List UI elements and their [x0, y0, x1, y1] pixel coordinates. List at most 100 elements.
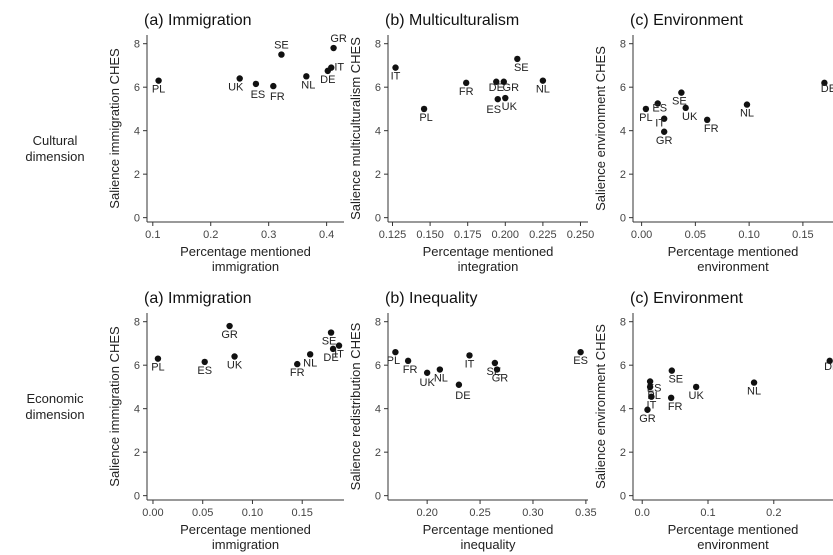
point-label: FR [668, 401, 683, 413]
y-tick-label: 2 [375, 169, 381, 181]
point-label: PL [152, 84, 165, 96]
data-point [642, 105, 650, 113]
point-label: IT [334, 62, 344, 74]
x-tick-label: 0.15 [292, 507, 313, 519]
y-tick-label: 0 [375, 213, 381, 225]
point-label: PL [151, 362, 164, 374]
x-tick-label: 0.00 [142, 507, 163, 519]
point-label: SE [322, 336, 337, 348]
data-point [154, 355, 162, 362]
point-label: DE [323, 352, 338, 364]
x-tick-label: 0.4 [319, 229, 334, 241]
data-point [327, 329, 335, 336]
row-label-economic: Economic dimension [5, 391, 105, 423]
data-point [392, 348, 399, 356]
data-point [692, 383, 700, 391]
data-point [324, 67, 331, 75]
point-label: FR [459, 86, 474, 98]
y-tick-label: 6 [620, 360, 626, 372]
x-tick-label: 0.35 [575, 507, 596, 519]
row-label-line: dimension [25, 407, 85, 422]
x-axis-label: Percentage mentioned [668, 522, 799, 537]
data-point [743, 101, 751, 108]
point-label: NL [434, 373, 448, 385]
data-point [306, 351, 314, 358]
data-point [750, 379, 758, 386]
row-label-line: dimension [25, 149, 85, 164]
data-point [493, 78, 500, 85]
point-label: FR [403, 364, 418, 376]
y-tick-label: 4 [375, 126, 381, 138]
point-label: UK [228, 81, 244, 93]
point-label: PL [387, 355, 400, 367]
point-label: NL [303, 357, 317, 369]
data-point [682, 104, 689, 112]
y-tick-label: 2 [620, 447, 626, 459]
point-label: DE [455, 390, 470, 402]
point-label: SE [672, 96, 687, 108]
y-tick-label: 8 [620, 317, 626, 329]
data-point [660, 115, 668, 122]
x-axis-label: immigration [212, 537, 279, 552]
y-tick-label: 2 [375, 447, 381, 459]
scatter-panel: (b) Inequality 0 2 4 6 8 0.20 0.25 0.30 0.35 Perce… [348, 290, 597, 552]
data-point [155, 77, 162, 84]
row-label-line: Cultural [32, 133, 78, 148]
x-tick-label: 0.15 [792, 229, 813, 241]
data-point [577, 348, 584, 356]
point-label: IT [391, 71, 401, 83]
data-point [648, 393, 655, 400]
data-point [303, 73, 310, 80]
x-axis-label: environment [697, 537, 769, 552]
x-axis-label: environment [697, 259, 769, 274]
point-label: UK [227, 359, 243, 371]
point-label: PL [639, 112, 652, 124]
data-point [646, 383, 654, 391]
y-tick-label: 4 [375, 404, 381, 416]
x-axis-label: inequality [461, 537, 516, 552]
data-point [644, 406, 651, 413]
x-tick-label: 0.125 [379, 229, 407, 241]
x-tick-label: 0.150 [416, 229, 444, 241]
data-point [678, 89, 685, 96]
x-tick-label: 0.10 [242, 507, 263, 519]
y-tick-label: 2 [620, 169, 626, 181]
point-label: GR [221, 329, 238, 341]
data-point [826, 357, 833, 365]
data-point [226, 322, 233, 330]
x-axis-label: Percentage mentioned [180, 244, 311, 259]
x-tick-label: 0.00 [631, 229, 652, 241]
y-tick-label: 0 [375, 491, 381, 503]
point-label: ES [573, 355, 588, 367]
data-point [329, 345, 337, 353]
data-point [278, 51, 285, 58]
x-axis-label: immigration [212, 259, 279, 274]
data-point [500, 78, 507, 85]
point-label: GR [330, 33, 347, 45]
row-label-cultural: Cultural dimension [5, 133, 105, 165]
data-point [668, 367, 676, 374]
x-tick-label: 0.225 [529, 229, 557, 241]
point-label: NL [747, 386, 761, 398]
x-tick-label: 0.3 [261, 229, 276, 241]
y-tick-label: 0 [620, 491, 626, 503]
y-tick-label: 8 [375, 39, 381, 51]
y-axis-label: Salience redistribution CHES [348, 322, 363, 490]
x-axis-label: Percentage mentioned [423, 244, 554, 259]
panel-title: (b) Multiculturalism [385, 12, 519, 29]
data-point [236, 75, 243, 82]
x-tick-label: 0.05 [192, 507, 213, 519]
panel-title: (c) Environment [630, 12, 743, 29]
panel-title: (a) Immigration [144, 290, 252, 307]
y-tick-label: 4 [134, 404, 140, 416]
scatter-panel: (a) Immigration 0 2 4 6 8 0.1 0.2 0.3 0.4 Percenta… [107, 12, 347, 274]
data-point [491, 359, 499, 367]
point-label: DE [821, 83, 833, 95]
data-point [420, 105, 428, 113]
x-tick-label: 0.250 [567, 229, 595, 241]
point-label: FR [704, 123, 719, 135]
y-tick-label: 6 [134, 82, 140, 94]
point-label: DE [489, 82, 504, 94]
point-label: ES [486, 104, 501, 116]
